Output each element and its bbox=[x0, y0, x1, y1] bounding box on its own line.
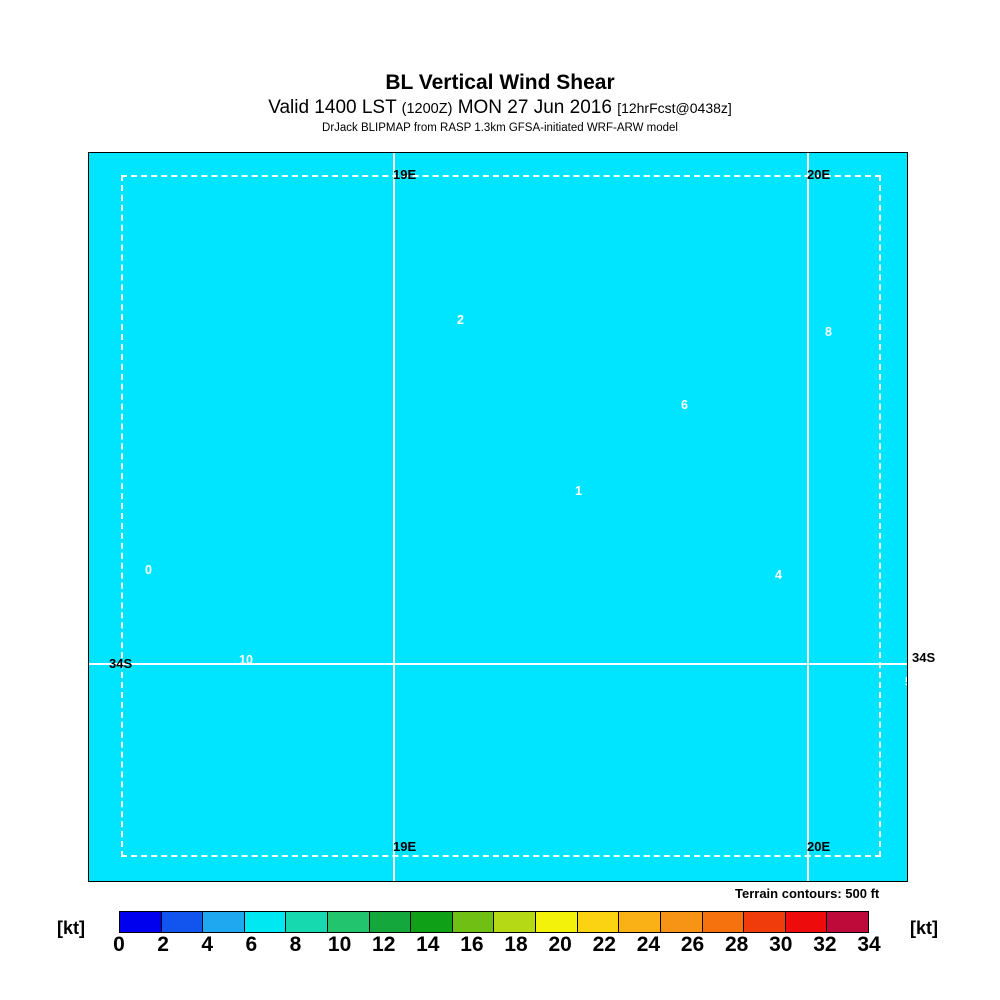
colorbar-swatches bbox=[119, 911, 869, 933]
model-credit: DrJack BLIPMAP from RASP 1.3km GFSA-init… bbox=[322, 121, 678, 134]
page-title: BL Vertical Wind Shear bbox=[385, 71, 615, 94]
colorbar-swatch bbox=[244, 912, 287, 932]
colorbar-tick: 0 bbox=[113, 933, 125, 956]
gridline-lon-20e bbox=[807, 153, 809, 881]
colorbar-tick: 12 bbox=[372, 933, 396, 956]
colorbar-tick: 24 bbox=[636, 933, 661, 956]
colorbar-tick: 18 bbox=[504, 933, 528, 956]
colorbar-tick: 32 bbox=[813, 933, 837, 956]
terrain-contour-caption: Terrain contours: 500 ft bbox=[735, 886, 880, 901]
graticule-label: 19E bbox=[393, 167, 417, 182]
contour-label: 6 bbox=[681, 398, 688, 412]
graticule-label: 20E bbox=[807, 167, 831, 182]
colorbar-tick: 6 bbox=[245, 933, 258, 956]
colorbar-tick: 10 bbox=[327, 933, 352, 956]
colorbar-tick: 34 bbox=[857, 933, 881, 956]
colorbar-swatch bbox=[577, 912, 620, 932]
colorbar-swatch bbox=[702, 912, 745, 932]
colorbar-swatch bbox=[744, 912, 786, 932]
colorbar-tick: 2 bbox=[157, 933, 169, 956]
contour-label: 0 bbox=[145, 563, 152, 577]
colorbar-tick: 22 bbox=[592, 933, 616, 956]
colorbar-tick: 30 bbox=[769, 933, 793, 956]
graticule-label: 34S bbox=[109, 656, 133, 671]
wind-shear-map[interactable]: 19E 20E 19E 20E 34S 0 2 6 8 1 4 5 10 bbox=[88, 152, 908, 882]
contour-label: 4 bbox=[775, 568, 782, 582]
colorbar-tick: 8 bbox=[289, 933, 302, 956]
forecast-tag: [12hrFcst@0438z] bbox=[617, 100, 732, 117]
domain-boundary bbox=[121, 175, 881, 857]
colorbar-swatch bbox=[203, 912, 245, 932]
colorbar-swatch bbox=[452, 912, 495, 932]
valid-time-utc: (1200Z) bbox=[401, 101, 453, 118]
valid-date: MON 27 Jun 2016 bbox=[457, 97, 612, 119]
chart-header: BL Vertical Wind Shear Valid 1400 LST (1… bbox=[0, 0, 1000, 134]
colorbar-tick: 20 bbox=[548, 933, 572, 956]
colorbar-tick: 26 bbox=[680, 933, 705, 956]
colorbar-swatch bbox=[411, 912, 453, 932]
graticule-label: 20E bbox=[807, 839, 831, 854]
colorbar-tick-labels: 0 2 4 6 8 10 12 14 16 18 20 22 24 26 28 30 32 34 bbox=[113, 933, 881, 959]
colorbar-tick: 16 bbox=[460, 933, 484, 956]
colorbar-unit-left: [kt] bbox=[57, 918, 85, 938]
valid-time-prefix: Valid 1400 LST bbox=[268, 97, 397, 119]
colorbar-swatch bbox=[369, 912, 412, 932]
colorbar-swatch bbox=[536, 912, 578, 932]
colorbar-tick: 14 bbox=[416, 933, 440, 956]
colorbar-swatch bbox=[494, 912, 537, 932]
colorbar-legend: [kt] 0 2 4 6 8 10 12 14 16 18 20 22 24 26 28 30 32 34 [kt… bbox=[0, 905, 1000, 956]
colorbar-swatch bbox=[827, 912, 868, 932]
gridline-lon-19e bbox=[393, 153, 395, 881]
valid-time-line: Valid 1400 LST (1200Z) MON 27 Jun 2016 [… bbox=[0, 98, 1000, 118]
colorbar-tick: 28 bbox=[724, 933, 749, 956]
graticule-label: 19E bbox=[393, 839, 417, 854]
colorbar-swatch bbox=[328, 912, 370, 932]
gridline-lat-34s bbox=[89, 663, 907, 665]
colorbar-swatch bbox=[161, 912, 204, 932]
colorbar-swatch bbox=[660, 912, 703, 932]
contour-label: 5 bbox=[905, 675, 907, 689]
colorbar-tick: 4 bbox=[201, 933, 214, 956]
contour-label: 8 bbox=[825, 325, 832, 339]
colorbar-swatch bbox=[785, 912, 828, 932]
colorbar-unit-right: [kt] bbox=[910, 918, 938, 938]
colorbar-swatch bbox=[120, 912, 162, 932]
wind-shear-field bbox=[89, 153, 907, 881]
colorbar-swatch bbox=[619, 912, 661, 932]
contour-label: 1 bbox=[575, 484, 582, 498]
contour-label: 2 bbox=[457, 313, 464, 327]
colorbar-swatch bbox=[286, 912, 329, 932]
contour-label: 10 bbox=[239, 653, 253, 667]
edge-label-lat-34s: 34S bbox=[912, 650, 936, 665]
